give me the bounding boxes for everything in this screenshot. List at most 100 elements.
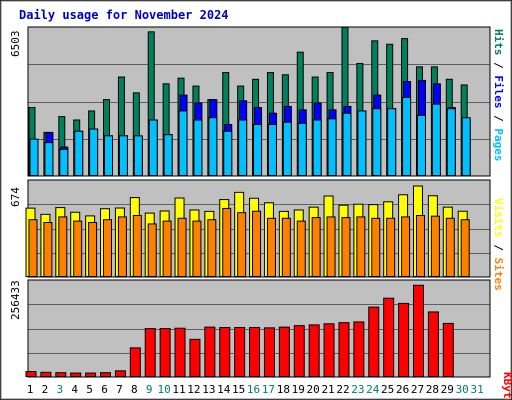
day-label: 3 bbox=[56, 383, 63, 396]
day-label: 21 bbox=[321, 383, 334, 396]
kbytes-bar bbox=[144, 328, 156, 377]
day-label: 22 bbox=[336, 383, 349, 396]
side-legend-middle: Visits / Sites bbox=[492, 198, 505, 291]
pages-bar bbox=[59, 148, 69, 176]
pages-bar bbox=[89, 128, 99, 176]
day-label: 4 bbox=[71, 383, 78, 396]
pages-bar bbox=[446, 108, 456, 176]
sites-bar bbox=[192, 220, 202, 277]
kbytes-bar bbox=[427, 311, 439, 377]
kbytes-bar bbox=[159, 328, 171, 377]
sites-bar bbox=[281, 217, 291, 278]
sites-bar bbox=[371, 217, 381, 278]
pages-bar bbox=[163, 134, 173, 177]
pages-bar bbox=[133, 135, 143, 176]
day-label: 10 bbox=[158, 383, 171, 396]
pages-bar bbox=[148, 119, 158, 176]
kbytes-bar bbox=[234, 326, 246, 378]
pages-bar bbox=[29, 138, 39, 176]
legend-separator: / bbox=[492, 109, 505, 129]
pages-bar bbox=[267, 124, 277, 177]
pages-bar bbox=[387, 108, 397, 176]
kbytes-bar bbox=[293, 325, 305, 378]
day-label: 11 bbox=[172, 383, 185, 396]
sites-bar bbox=[341, 217, 351, 277]
sites-bar bbox=[58, 216, 68, 277]
pages-bar bbox=[357, 110, 367, 176]
day-label: 29 bbox=[441, 383, 454, 396]
side-legend-kbytes: KBytes bbox=[501, 372, 512, 400]
sites-bar bbox=[222, 207, 232, 278]
kbytes-bar bbox=[249, 326, 261, 378]
sites-bar bbox=[28, 219, 38, 277]
chart-title: Daily usage for November 2024 bbox=[19, 8, 229, 22]
kbytes-bar bbox=[204, 326, 216, 377]
sites-bar bbox=[415, 214, 425, 277]
top-ymax-label: 6503 bbox=[9, 31, 22, 58]
day-label: 8 bbox=[131, 383, 138, 396]
bottom-ymax-label: 256433 bbox=[9, 280, 22, 320]
panel-kbytes bbox=[25, 279, 491, 378]
pages-bar bbox=[461, 117, 471, 176]
middle-ymax-label: 674 bbox=[9, 187, 22, 207]
pages-bar bbox=[402, 96, 412, 176]
day-label: 13 bbox=[202, 383, 215, 396]
pages-bar bbox=[416, 114, 426, 176]
day-label: 18 bbox=[277, 383, 290, 396]
pages-bar bbox=[104, 135, 114, 176]
kbytes-bar bbox=[338, 322, 350, 378]
pages-bar bbox=[178, 110, 188, 176]
legend-pages: Pages bbox=[492, 128, 505, 161]
day-label: 17 bbox=[262, 383, 275, 396]
day-label: 12 bbox=[187, 383, 200, 396]
pages-bar bbox=[118, 135, 128, 176]
kbytes-bar bbox=[85, 372, 97, 377]
legend-separator: / bbox=[492, 238, 505, 258]
sites-bar bbox=[147, 223, 157, 277]
sites-bar bbox=[73, 220, 83, 277]
pages-bar bbox=[342, 112, 352, 177]
day-label: 5 bbox=[86, 383, 93, 396]
sites-bar bbox=[88, 222, 98, 278]
day-label: 27 bbox=[411, 383, 424, 396]
day-label: 9 bbox=[146, 383, 153, 396]
day-label: 26 bbox=[396, 383, 409, 396]
day-label: 23 bbox=[351, 383, 364, 396]
sites-bar bbox=[117, 216, 127, 277]
day-label: 24 bbox=[366, 383, 380, 396]
kbytes-bar bbox=[308, 324, 320, 378]
legend-separator: / bbox=[492, 56, 505, 76]
day-axis: 1 2 3 4 5 6 7 8 9 10 11 12 13 14 15 16 17 18 19 20 21 22 23 24 2… bbox=[27, 383, 484, 396]
kbytes-bar bbox=[368, 306, 380, 377]
day-label: 2 bbox=[42, 383, 49, 396]
panel-sites-visits bbox=[25, 179, 491, 278]
kbytes-bar bbox=[55, 372, 67, 378]
kbytes-bar bbox=[174, 327, 186, 378]
day-label: 25 bbox=[381, 383, 394, 396]
sites-bar bbox=[103, 219, 113, 277]
day-label: 20 bbox=[307, 383, 320, 396]
kbytes-bar bbox=[398, 302, 410, 378]
sites-bar bbox=[177, 217, 187, 278]
sites-bar bbox=[430, 215, 440, 278]
kbytes-bar bbox=[100, 372, 112, 378]
kbytes-bar bbox=[278, 326, 290, 377]
legend-sites: Sites bbox=[492, 258, 505, 291]
day-label: 7 bbox=[116, 383, 123, 396]
day-label: 28 bbox=[426, 383, 439, 396]
sites-bar bbox=[207, 219, 217, 277]
kbytes-bar bbox=[323, 323, 335, 377]
pages-bar bbox=[282, 121, 292, 176]
pages-bar bbox=[223, 130, 233, 177]
sites-bar bbox=[43, 222, 53, 278]
sites-bar bbox=[356, 216, 366, 277]
pages-bar bbox=[238, 119, 248, 176]
sites-bar bbox=[311, 217, 321, 277]
kbytes-bar bbox=[353, 321, 365, 378]
pages-bar bbox=[253, 124, 263, 177]
day-label: 30 bbox=[456, 383, 469, 396]
kbytes-bar bbox=[25, 371, 37, 378]
pages-bar bbox=[372, 108, 382, 176]
sites-bar bbox=[386, 217, 396, 278]
